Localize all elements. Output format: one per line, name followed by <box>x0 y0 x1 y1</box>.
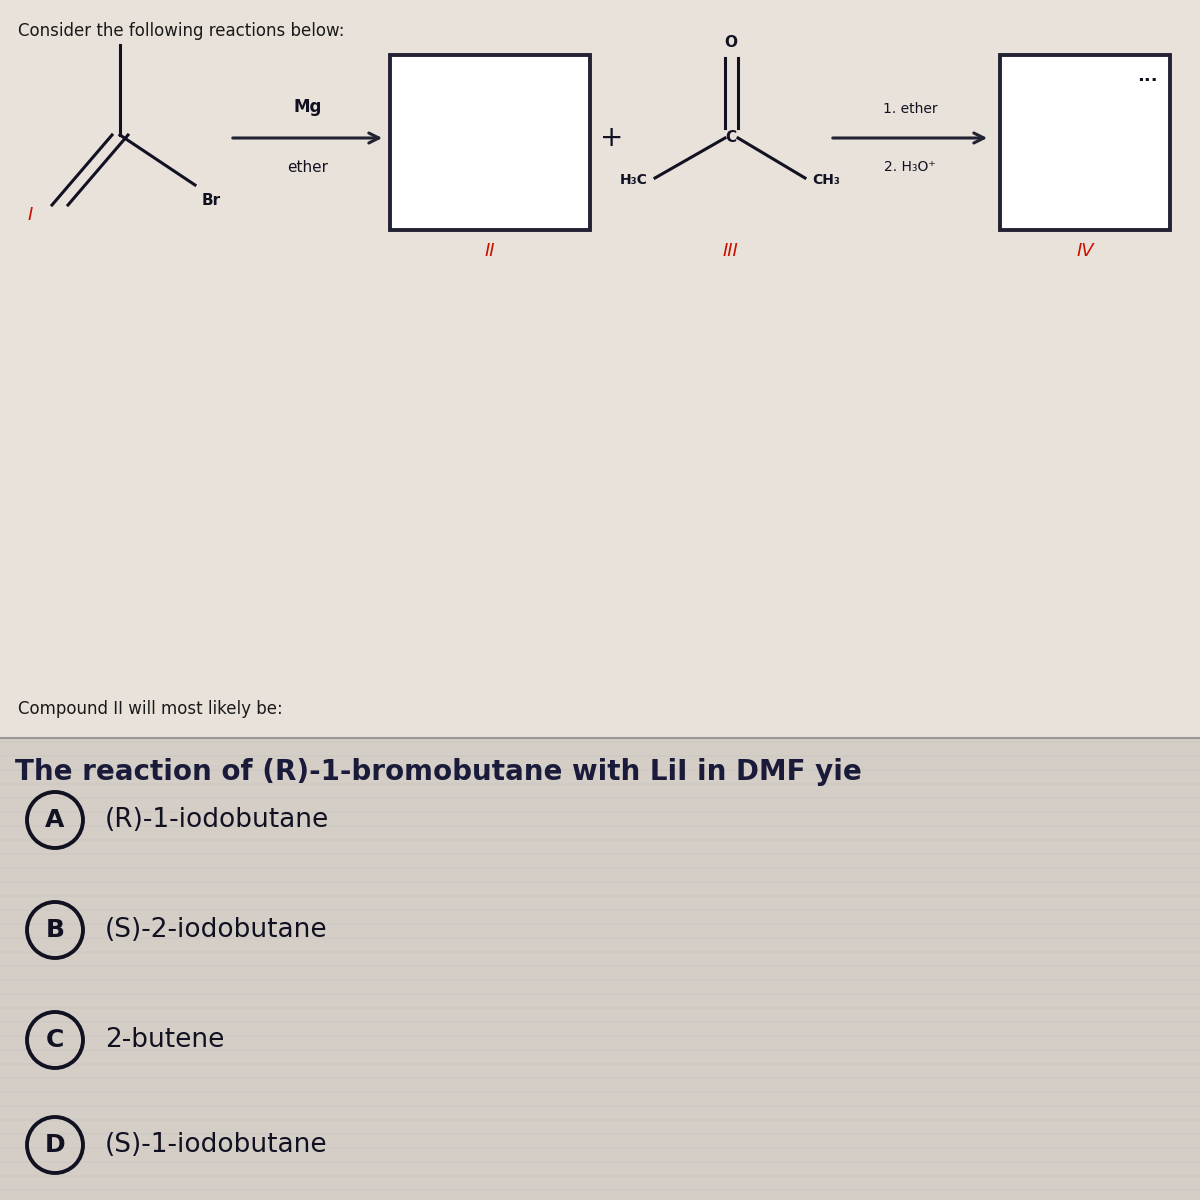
Text: C: C <box>46 1028 64 1052</box>
Text: 2-butene: 2-butene <box>106 1027 224 1054</box>
Text: Compound II will most likely be:: Compound II will most likely be: <box>18 700 283 718</box>
Text: Consider the following reactions below:: Consider the following reactions below: <box>18 22 344 40</box>
Text: (S)-2-iodobutane: (S)-2-iodobutane <box>106 917 328 943</box>
Text: C: C <box>726 130 737 145</box>
Text: CH₃: CH₃ <box>812 173 840 187</box>
Text: (R)-1-iodobutane: (R)-1-iodobutane <box>106 806 329 833</box>
Text: Br: Br <box>202 193 221 208</box>
Text: I: I <box>28 206 32 224</box>
Text: O: O <box>725 35 738 50</box>
Bar <box>390 55 590 230</box>
Text: ...: ... <box>1138 67 1158 85</box>
Text: ether: ether <box>287 160 328 175</box>
Text: D: D <box>44 1133 65 1157</box>
Text: The reaction of (R)-1-bromobutane with LiI in DMF yie: The reaction of (R)-1-bromobutane with L… <box>14 758 862 786</box>
Text: A: A <box>46 808 65 832</box>
Text: 1. ether: 1. ether <box>883 102 937 116</box>
Text: III: III <box>722 242 738 260</box>
Text: II: II <box>485 242 496 260</box>
Text: B: B <box>46 918 65 942</box>
Text: Mg: Mg <box>293 98 322 116</box>
Text: IV: IV <box>1076 242 1094 260</box>
Bar <box>1000 55 1170 230</box>
Text: 2. H₃O⁺: 2. H₃O⁺ <box>884 160 936 174</box>
Text: +: + <box>600 124 624 152</box>
Bar <box>0 738 1200 1200</box>
Text: (S)-1-iodobutane: (S)-1-iodobutane <box>106 1132 328 1158</box>
Text: H₃C: H₃C <box>620 173 648 187</box>
Bar <box>0 0 1200 738</box>
